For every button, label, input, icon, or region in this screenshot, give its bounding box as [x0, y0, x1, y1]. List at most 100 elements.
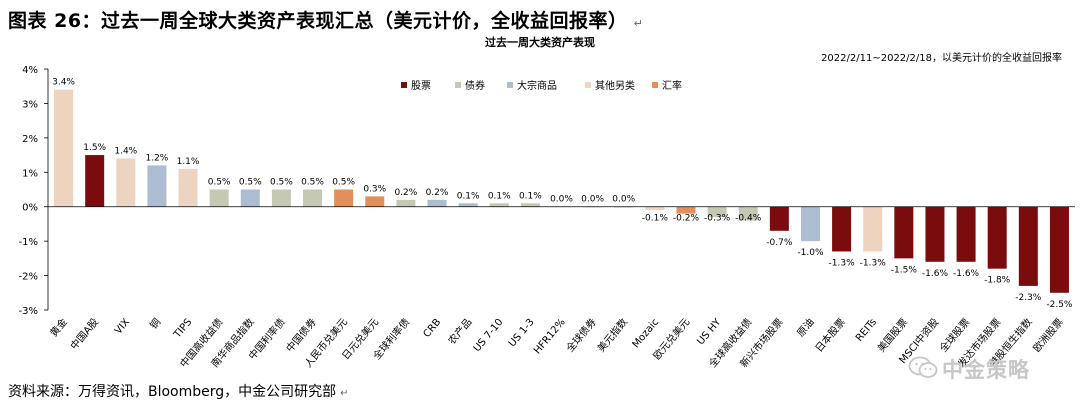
legend-swatch — [507, 82, 513, 88]
data-label: 0.3% — [363, 184, 386, 194]
x-tick-label: TIPS — [171, 317, 194, 341]
data-label: 0.1% — [488, 191, 511, 201]
data-label: 1.5% — [83, 143, 106, 153]
paragraph-mark-icon: ↵ — [340, 388, 349, 399]
data-label: 0.2% — [426, 188, 449, 198]
x-tick-label: 美元指数 — [594, 316, 630, 355]
y-tick-label: 4% — [22, 65, 38, 76]
bar — [178, 168, 198, 207]
legend-swatch — [652, 82, 658, 88]
source-note-text: 资料来源：万得资讯，Bloomberg，中金公司研究部 — [8, 384, 337, 400]
x-tick-label: 原油 — [794, 316, 817, 340]
bar — [489, 203, 509, 207]
bar — [832, 206, 852, 252]
bar — [987, 206, 1007, 269]
x-tick-label: 中国A股 — [67, 316, 101, 353]
legend-swatch — [401, 82, 407, 88]
bar — [1018, 206, 1038, 286]
bar — [863, 206, 883, 252]
bar — [147, 165, 167, 207]
legend-swatch — [585, 82, 591, 88]
x-tick-label: US 1-3 — [507, 317, 537, 349]
data-label: -0.4% — [735, 214, 762, 224]
bar — [54, 89, 74, 207]
chart-subtitle: 2022/2/11~2022/2/18，以美元计价的全收益回报率 — [821, 51, 1062, 64]
legend-label: 其他另类 — [595, 79, 635, 92]
bar — [303, 189, 323, 207]
bar — [209, 189, 229, 207]
data-label: -2.5% — [1046, 300, 1073, 310]
data-label: 0.5% — [332, 178, 355, 188]
bar — [676, 206, 696, 214]
data-label: -0.7% — [766, 238, 793, 248]
source-note: 资料来源：万得资讯，Bloomberg，中金公司研究部 ↵ — [8, 381, 349, 401]
data-label: 3.4% — [52, 78, 75, 88]
bar — [85, 155, 105, 207]
data-label: 0.5% — [270, 178, 293, 188]
bar — [334, 189, 354, 207]
x-tick-label: US 7-10 — [472, 317, 506, 354]
legend-label: 股票 — [411, 80, 431, 92]
data-label: -1.3% — [860, 258, 887, 268]
data-label: -1.8% — [984, 276, 1011, 286]
y-tick-label: 2% — [22, 134, 38, 145]
bar — [769, 206, 789, 231]
data-label: -0.1% — [642, 214, 669, 224]
data-label: -0.3% — [704, 214, 731, 224]
y-tick-label: 1% — [22, 168, 38, 179]
data-label: 0.1% — [519, 191, 542, 201]
bar — [707, 206, 727, 218]
bar — [427, 199, 447, 207]
data-label: 0.5% — [301, 178, 324, 188]
x-tick-label: 铜 — [148, 316, 164, 331]
y-tick-label: -3% — [19, 306, 38, 317]
bar — [925, 206, 945, 262]
bar-series — [54, 89, 1069, 293]
data-label: 1.2% — [145, 153, 168, 163]
data-label: -1.6% — [922, 269, 949, 279]
x-tick-label: 美国股票 — [874, 316, 910, 355]
bar — [271, 189, 291, 207]
bar — [520, 203, 540, 207]
watermark: 中金策略 — [908, 353, 1058, 383]
figure-heading-text: 图表 26：过去一周全球大类资产表现汇总（美元计价，全收益回报率） — [8, 10, 628, 32]
x-tick-label: VIX — [113, 317, 132, 337]
wechat-logo-icon — [908, 356, 938, 378]
bar — [458, 203, 478, 207]
paragraph-mark-icon: ↵ — [633, 17, 644, 30]
x-axis: 黄金 中国A股 VIX 铜 TIPS中国高收益债南华商品指数中国利率债中国债券人民币兑美… — [47, 206, 1075, 370]
data-label: -1.6% — [953, 269, 980, 279]
data-label: 1.4% — [114, 147, 137, 157]
data-label: 0.0% — [612, 195, 635, 205]
x-tick-label: 中国债券 — [283, 316, 319, 355]
bar — [738, 206, 758, 221]
data-labels: 3.4% 1.5% 1.4% 1.2% 1.1% 0.5% 0.5% 0.5% 0.5% 0.5%… — [52, 78, 1073, 310]
legend-label: 汇率 — [662, 79, 682, 92]
x-tick-label: CRB — [422, 317, 444, 340]
data-label: 0.2% — [394, 188, 417, 198]
x-tick-label: HFR12% — [532, 317, 568, 357]
y-tick-label: -2% — [19, 272, 38, 283]
chart-title: 过去一周大类资产表现 — [485, 35, 595, 49]
bar — [645, 206, 665, 211]
bar — [1049, 206, 1069, 293]
bar — [240, 189, 260, 207]
x-tick-label: 黄金 — [47, 316, 70, 340]
bar — [365, 196, 385, 207]
data-label: -1.5% — [891, 265, 918, 275]
legend-label: 债券 — [465, 79, 485, 92]
data-label: -2.3% — [1015, 293, 1042, 303]
data-label: 0.1% — [457, 191, 480, 201]
data-label: -1.3% — [829, 258, 856, 268]
y-tick-label: 0% — [22, 203, 38, 214]
x-tick-label: 全球股票 — [937, 316, 973, 355]
bar — [396, 199, 416, 207]
watermark-text: 中金策略 — [942, 358, 1030, 382]
data-label: -0.2% — [673, 214, 700, 224]
x-tick-label: 日本股票 — [812, 316, 848, 355]
x-tick-label: 全球债券 — [563, 316, 599, 355]
data-label: 0.5% — [239, 178, 262, 188]
figure-heading: 图表 26：过去一周全球大类资产表现汇总（美元计价，全收益回报率） ↵ — [8, 6, 643, 33]
x-tick-label: US HY — [695, 316, 724, 347]
bar — [116, 158, 136, 207]
